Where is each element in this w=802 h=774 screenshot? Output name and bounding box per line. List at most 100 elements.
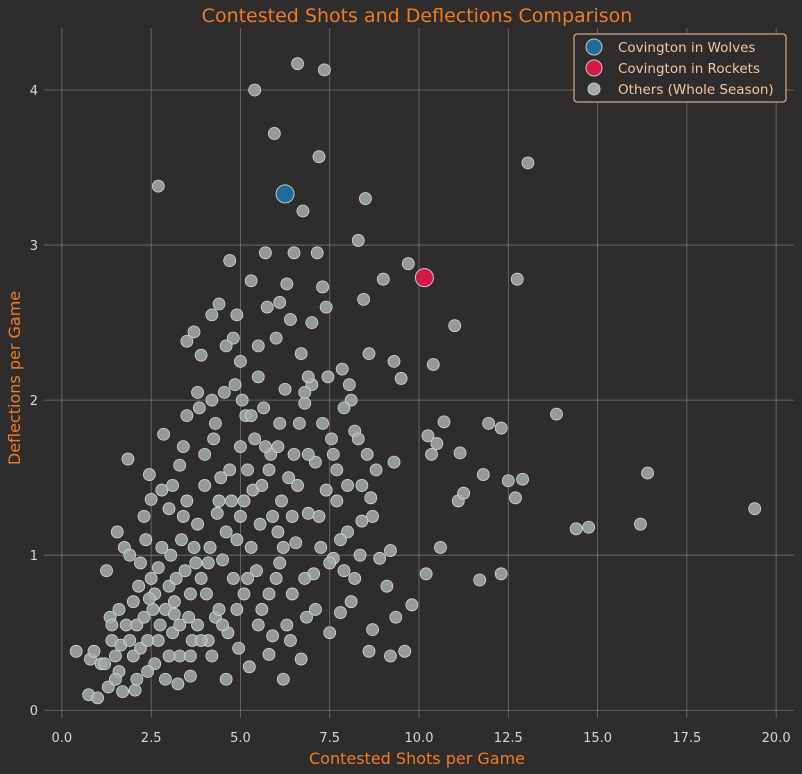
others-point [187,325,201,339]
others-point [180,334,194,348]
others-point [260,300,274,314]
others-point [194,348,208,362]
others-point [298,385,312,399]
others-point [262,587,276,601]
others-point [242,660,256,674]
others-point [217,385,231,399]
y-tick-label: 3 [30,239,38,254]
others-point [191,385,204,399]
others-point [176,510,190,523]
others-point [334,533,347,547]
y-tick-label: 1 [30,549,38,564]
y-tick-labels: 0 1 2 3 4 [30,84,38,719]
others-point [448,319,462,333]
others-point [169,572,183,585]
others-point [373,551,387,565]
others-point [167,595,181,609]
others-point [251,618,265,632]
others-point [234,440,247,454]
others-point [634,517,647,531]
others-point [219,525,233,539]
y-tick-label: 0 [30,704,38,719]
others-point [266,510,279,523]
others-point [351,432,365,446]
others-point [337,564,351,578]
others-point [255,479,269,492]
others-point [226,572,240,585]
others-point [237,587,251,601]
others-point [155,541,169,554]
others-point [126,595,140,609]
others-point [182,610,196,624]
others-point [369,463,383,477]
others-point [210,506,224,520]
others-point [123,548,137,562]
others-point [223,463,237,477]
y-axis-label: Deflections per Game [5,291,24,465]
others-point [173,618,187,632]
others-point [234,510,247,523]
others-point [271,525,285,539]
others-point [228,378,242,392]
x-tick-label: 20.0 [762,731,791,746]
others-point [284,313,297,326]
others-point [219,672,233,686]
y-tick-label: 4 [30,84,38,99]
others-point [296,204,310,218]
others-point [398,644,412,658]
wolves-point [275,184,295,204]
others-point [237,494,251,508]
others-point [355,514,369,528]
others-point [298,572,312,585]
others-point [482,416,496,430]
legend-marker-rockets [585,59,603,77]
others-point [394,372,408,385]
others-point [255,603,269,616]
others-point [184,649,197,663]
others-points [69,57,762,705]
others-point [139,533,153,547]
others-point [137,510,151,523]
others-point [342,378,356,392]
others-point [582,520,596,534]
y-tick-label: 2 [30,394,38,409]
others-point [300,610,313,624]
others-point [212,297,226,311]
others-point [430,437,444,450]
legend-box [573,33,787,103]
others-point [119,618,133,632]
others-point [98,657,112,671]
others-point [209,416,222,430]
others-point [362,644,376,658]
grid-lines [44,28,794,718]
others-point [191,618,204,632]
others-point [235,393,249,407]
others-point [244,409,258,423]
others-point [244,274,258,288]
others-point [184,587,197,601]
others-point [151,634,165,647]
others-point [380,579,394,593]
others-point [198,448,212,461]
others-point [282,471,296,485]
others-point [494,567,508,581]
others-point [262,463,276,477]
others-point [384,649,397,663]
others-point [294,652,308,666]
others-point [251,370,265,384]
others-point [159,672,172,686]
others-point [157,427,171,441]
others-point [69,644,83,658]
legend-label-others: Others (Whole Season) [618,82,774,98]
rockets-point [414,268,434,288]
others-point [276,672,290,686]
others-point [510,272,524,286]
others-point [309,603,322,616]
others-point [137,610,151,624]
others-point [230,308,244,322]
legend: Covington in Wolves Covington in Rockets… [573,33,787,103]
others-point [323,626,337,640]
others-point [321,370,335,384]
others-point [257,401,271,415]
others-point [128,683,142,697]
